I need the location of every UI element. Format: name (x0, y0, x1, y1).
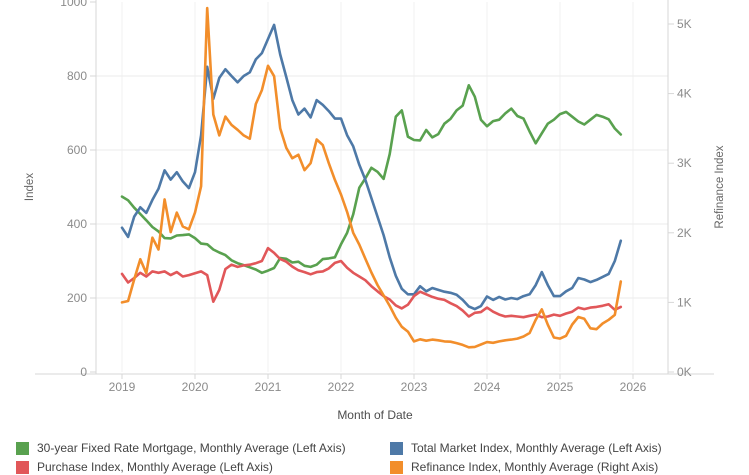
legend-swatch-green (16, 442, 29, 455)
right-axis-tick-label: 0K (677, 365, 692, 379)
x-axis-title: Month of Date (337, 408, 413, 422)
horizontal-gridlines (96, 75, 668, 299)
x-axis-tick-label: 2020 (182, 380, 209, 394)
x-axis-tick-label: 2025 (547, 380, 574, 394)
x-axis-tick-label: 2019 (109, 380, 136, 394)
legend-item-purchase-index[interactable]: Purchase Index, Monthly Average (Left Ax… (16, 460, 390, 475)
right-axis-tick-label: 5K (677, 17, 692, 31)
legend-item-refinance-index[interactable]: Refinance Index, Monthly Average (Right … (390, 460, 742, 475)
series-line-30-year-fixed-rate-mortgage-monthly-average-left-axis[interactable] (120, 84, 623, 275)
left-axis-tick-label: 1000 (60, 0, 87, 9)
left-axis-tick-label: 400 (67, 217, 87, 231)
x-axis-tick-label: 2022 (328, 380, 355, 394)
left-axis-tick-label: 0 (80, 365, 87, 379)
legend-item-fixed-rate-mortgage[interactable]: 30-year Fixed Rate Mortgage, Monthly Ave… (16, 441, 390, 456)
line-chart: 0 200 400 600 800 1000 0K 1K 2K 3K 4K 5K 2019 2020 202… (24, 0, 726, 422)
legend-swatch-blue (390, 442, 403, 455)
right-axis-tick-label: 2K (677, 226, 692, 240)
tick-labels: 0 200 400 600 800 1000 0K 1K 2K 3K 4K 5K 2019 2020 202… (60, 0, 691, 394)
x-axis-tick-label: 2023 (401, 380, 428, 394)
right-axis-title: Refinance Index (714, 145, 726, 228)
legend-item-total-market-index[interactable]: Total Market Index, Monthly Average (Lef… (390, 441, 742, 456)
legend-swatch-red (16, 461, 29, 474)
legend-label: Total Market Index, Monthly Average (Lef… (411, 441, 662, 455)
legend-label: Refinance Index, Monthly Average (Right … (411, 460, 659, 474)
x-axis-tick-label: 2021 (255, 380, 282, 394)
axes (35, 0, 714, 379)
left-axis-tick-label: 800 (67, 69, 87, 83)
right-axis-tick-label: 3K (677, 156, 692, 170)
right-axis-tick-label: 1K (677, 295, 692, 309)
vertical-gridlines (121, 2, 634, 372)
left-axis-tick-label: 200 (67, 291, 87, 305)
legend-swatch-orange (390, 461, 403, 474)
legend-label: Purchase Index, Monthly Average (Left Ax… (37, 460, 273, 474)
right-axis-tick-label: 4K (677, 87, 692, 101)
legend-label: 30-year Fixed Rate Mortgage, Monthly Ave… (37, 441, 346, 455)
x-axis-tick-label: 2026 (620, 380, 647, 394)
left-axis-title: Index (24, 173, 36, 201)
series-line-refinance-index-monthly-average-right-axis[interactable] (120, 6, 623, 349)
left-axis-tick-label: 600 (67, 143, 87, 157)
series-lines (120, 6, 623, 349)
x-axis-tick-label: 2024 (474, 380, 501, 394)
